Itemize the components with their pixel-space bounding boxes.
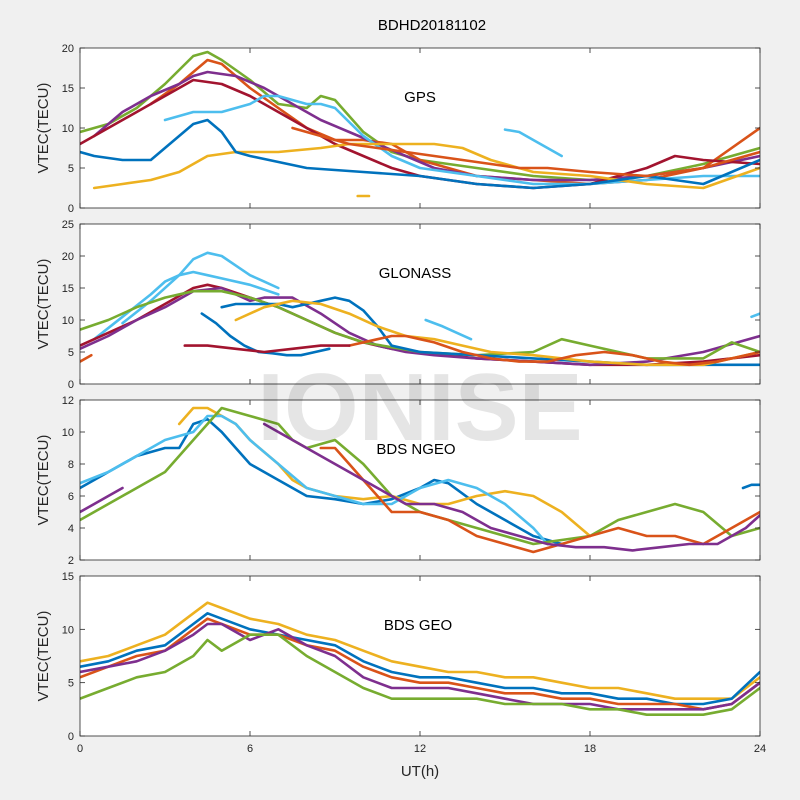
- glonass-series-9: [183, 344, 351, 354]
- bds-geo-series-0: [80, 601, 760, 701]
- bds-geo-series-2: [80, 617, 760, 711]
- bds-geo-series-1: [80, 611, 760, 706]
- bds-geo-panel: 0 6 12 18 24 0 5 10 15 VTEC(TECU) BDS GEO: [35, 571, 766, 755]
- bds-ngeo-series-5: [262, 422, 760, 552]
- bds-ngeo-y-tick-label: 12: [62, 395, 74, 407]
- gps-y-tick-label: 20: [62, 43, 74, 55]
- bds-ngeo-plot-area: [80, 400, 760, 560]
- bds-ngeo-panel-label: BDS NGEO: [376, 441, 455, 458]
- gps-series-3: [80, 78, 760, 190]
- bds-geo-y-tick-label: 15: [62, 571, 74, 583]
- bds-ngeo-y-tick-label: 10: [62, 427, 74, 439]
- glonass-y-axis-label: VTEC(TECU): [35, 259, 52, 350]
- x-axis-label: UT(h): [401, 763, 439, 780]
- figure-title: BDHD20181102: [378, 17, 486, 34]
- gps-y-tick-label: 5: [68, 163, 74, 175]
- bds-geo-y-tick-label: 5: [68, 678, 74, 690]
- glonass-y-tick-label: 15: [62, 283, 74, 295]
- bds-geo-series-3: [80, 622, 760, 711]
- bds-ngeo-series-6: [80, 486, 124, 514]
- glonass-series-6: [234, 299, 760, 367]
- bds-ngeo-y-axis-label: VTEC(TECU): [35, 435, 52, 526]
- gps-series-8: [503, 128, 564, 158]
- x-tick-label: 6: [247, 743, 253, 755]
- glonass-y-tick-label: 5: [68, 347, 74, 359]
- bds-ngeo-series-7: [741, 483, 760, 490]
- glonass-series-0: [121, 251, 280, 325]
- x-tick-label: 24: [754, 743, 766, 755]
- glonass-series-7: [347, 334, 760, 367]
- bds-ngeo-panel: 2 4 6 8 10 12 VTEC(TECU) BDS NGEO: [35, 395, 761, 567]
- bds-geo-plot-area: [80, 576, 760, 736]
- gps-panel: 0 5 10 15 20 VTEC(TECU) GPS: [35, 43, 761, 215]
- glonass-series-10: [424, 318, 473, 341]
- bds-ngeo-series-3: [80, 406, 760, 546]
- bds-geo-panel-label: BDS GEO: [384, 617, 452, 634]
- gps-y-tick-label: 15: [62, 83, 74, 95]
- gps-y-tick-label: 0: [68, 203, 74, 215]
- glonass-series-3: [80, 286, 760, 367]
- gps-panel-label: GPS: [404, 89, 436, 106]
- glonass-series-1: [92, 270, 280, 341]
- bds-ngeo-y-tick-label: 6: [68, 491, 74, 503]
- bds-geo-y-tick-label: 10: [62, 624, 74, 636]
- glonass-series-12: [80, 353, 93, 363]
- glonass-series-11: [750, 312, 760, 319]
- gps-series-group: [80, 50, 760, 198]
- bds-ngeo-y-tick-label: 2: [68, 555, 74, 567]
- glonass-y-tick-label: 10: [62, 315, 74, 327]
- bds-ngeo-series-2: [80, 414, 549, 546]
- gps-y-tick-label: 10: [62, 123, 74, 135]
- bds-geo-series-group: [80, 601, 760, 717]
- x-tick-label: 0: [77, 743, 83, 755]
- watermark-text: IONISE: [257, 354, 582, 461]
- glonass-series-group: [80, 251, 760, 367]
- gps-series-7: [291, 126, 760, 178]
- bds-geo-series-4: [80, 633, 760, 717]
- gps-series-2: [92, 70, 760, 182]
- bds-geo-y-axis-label: VTEC(TECU): [35, 611, 52, 702]
- glonass-y-tick-label: 20: [62, 251, 74, 263]
- x-tick-label: 18: [584, 743, 596, 755]
- bds-ngeo-y-tick-label: 8: [68, 459, 74, 471]
- x-tick-label: 12: [414, 743, 426, 755]
- gps-series-5: [92, 142, 760, 190]
- bds-geo-y-tick-label: 0: [68, 731, 74, 743]
- bds-ngeo-series-group: [80, 406, 760, 554]
- bds-ngeo-y-tick-label: 4: [68, 523, 74, 535]
- gps-series-0: [80, 50, 760, 182]
- glonass-y-tick-label: 25: [62, 219, 74, 231]
- glonass-panel-label: GLONASS: [379, 265, 452, 282]
- glonass-panel: 0 5 10 15 20 25 VTEC(TECU) GLONASS: [35, 219, 761, 391]
- glonass-y-tick-label: 0: [68, 379, 74, 391]
- gps-y-axis-label: VTEC(TECU): [35, 83, 52, 174]
- bds-ngeo-series-0: [80, 417, 564, 546]
- gps-series-6: [80, 118, 760, 190]
